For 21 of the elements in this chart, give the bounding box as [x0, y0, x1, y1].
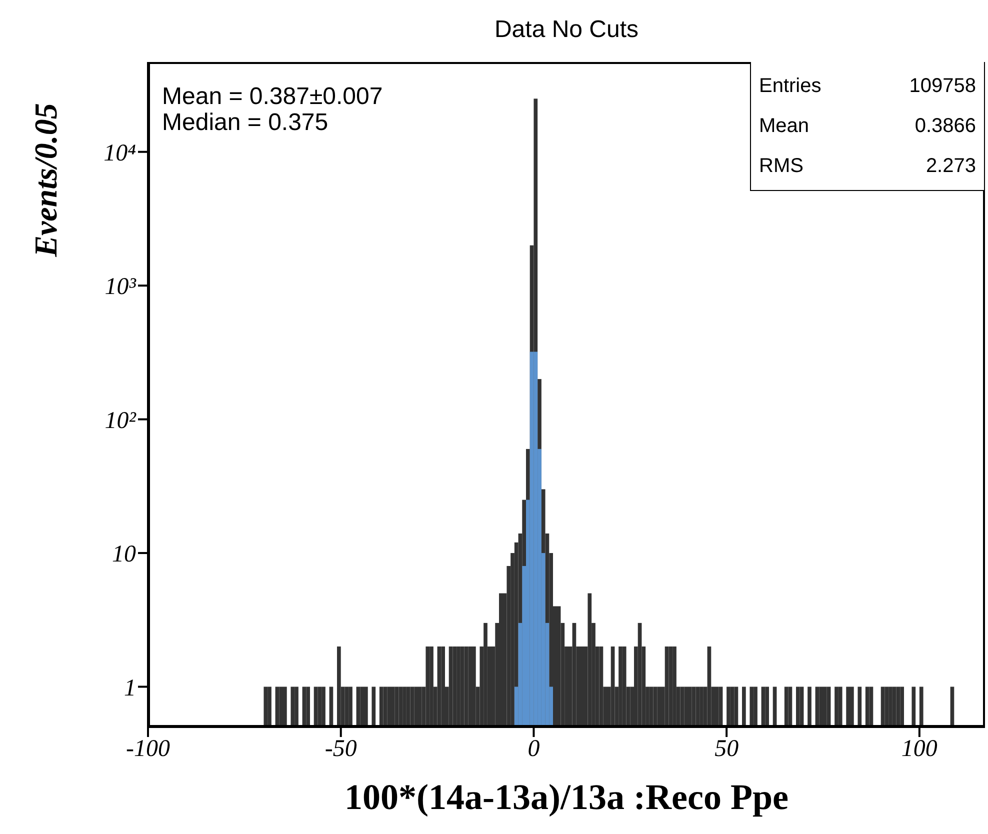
- y-tick-label: 10: [112, 542, 136, 568]
- x-tick-label: 100: [901, 736, 938, 762]
- annotation: Mean: [759, 114, 810, 139]
- y-tick-label: 10⁴: [104, 140, 136, 166]
- annotation: 0.3866: [914, 114, 976, 139]
- y-axis-title: Events/0.05: [28, 103, 64, 257]
- chart-title: Data No Cuts: [493, 16, 640, 44]
- y-tick-label: 1: [124, 675, 136, 702]
- x-axis-title: 100*(14a-13a)/13a :Reco Ppe: [344, 776, 790, 818]
- annotation: Mean = 0.387±0.007: [162, 83, 383, 110]
- annotation: 2.273: [926, 154, 976, 179]
- annotation: Median = 0.375: [162, 109, 330, 136]
- annotation: Entries: [759, 74, 822, 99]
- x-tick-label: -50: [324, 736, 357, 762]
- x-tick-label: -100: [126, 736, 170, 762]
- y-tick-label: 10²: [104, 408, 137, 434]
- y-tick-label: 10³: [104, 274, 137, 300]
- annotation: 109758: [909, 74, 976, 99]
- x-tick-label: 50: [714, 736, 739, 762]
- annotation: RMS: [759, 154, 804, 179]
- x-tick-label: 0: [528, 736, 540, 762]
